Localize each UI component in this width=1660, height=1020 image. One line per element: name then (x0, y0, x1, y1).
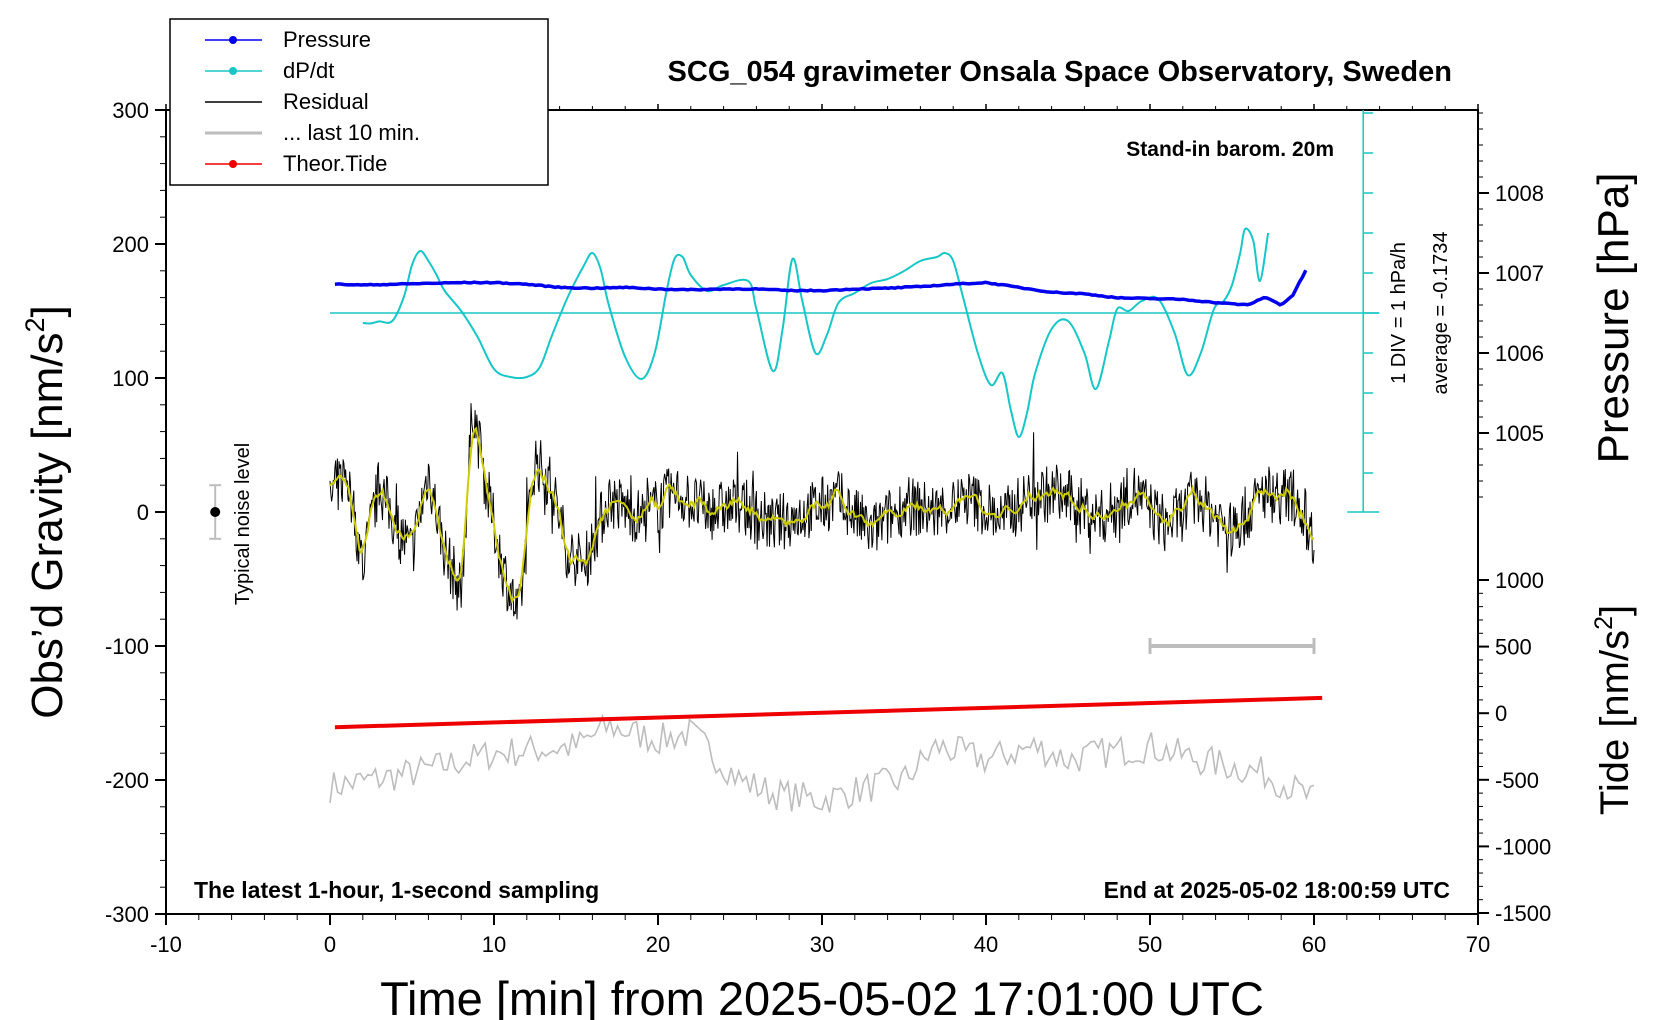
tide-axis-label: Tide [nm/s2] (1590, 605, 1637, 815)
tide-axis-label-sup: 2 (1590, 616, 1618, 630)
tide-axis-label-main: Tide [nm/s (1593, 630, 1637, 815)
pressure-tick-label: 1007 (1495, 261, 1544, 286)
barometer-note: Stand-in barom. 20m (1126, 138, 1334, 161)
legend-marker (229, 36, 237, 44)
axes-ticks: -10 0 10 20 30 40 50 60 703002001000-100-200-300… (105, 98, 1551, 957)
x-tick-label: 70 (1466, 932, 1490, 957)
pressure-tick-label: 1006 (1495, 341, 1544, 366)
legend: Pressure dP/dt Residual ... last 10 min. The… (169, 18, 549, 186)
y-tick-label: -100 (105, 634, 149, 659)
bottom-left-note: The latest 1-hour, 1-second sampling (194, 877, 599, 903)
y-tick-label: -200 (105, 768, 149, 793)
tide-tick-label: -1000 (1495, 834, 1551, 859)
tide-tick-label: 1000 (1495, 568, 1544, 593)
legend-label: Theor.Tide (283, 151, 387, 176)
pressure-tick-label: 1005 (1495, 421, 1544, 446)
bottom-right-note: End at 2025-05-02 18:00:59 UTC (1104, 877, 1450, 903)
pressure-tick-label: 1008 (1495, 181, 1544, 206)
dpdt-scale-label: 1 DIV = 1 hPa/h (1388, 242, 1410, 384)
chart-title: SCG_054 gravimeter Onsala Space Observat… (668, 56, 1452, 88)
noise-level-label: Typical noise level (232, 443, 254, 605)
pressure-line (334, 269, 1308, 307)
x-axis-label: Time [min] from 2025-05-02 17:01:00 UTC (380, 972, 1264, 1020)
series-layer (329, 227, 1323, 813)
dpdt-average-label: average = -0.1734 (1430, 232, 1452, 395)
legend-entries: Pressure dP/dt Residual ... last 10 min. The… (205, 27, 420, 176)
residual-smoothed-line (329, 426, 1315, 604)
legend-marker (229, 67, 237, 75)
tide-axis-label-end: ] (1593, 605, 1637, 616)
pressure-axis-label: Pressure [hPa] (1589, 172, 1638, 463)
y-axis-label-main: Obs’d Gravity [nm/s (23, 332, 72, 718)
legend-label: ... last 10 min. (283, 120, 420, 145)
y-tick-label: 0 (137, 500, 149, 525)
y-tick-label: -300 (105, 902, 149, 927)
tide-tick-label: -1500 (1495, 901, 1551, 926)
y-tick-label: 100 (112, 366, 149, 391)
x-tick-label: 50 (1138, 932, 1162, 957)
noise-bar-dot (210, 507, 221, 517)
x-tick-label: 40 (974, 932, 998, 957)
legend-label: dP/dt (283, 58, 334, 83)
tide-tick-label: -500 (1495, 768, 1539, 793)
y-axis-label-end: ] (23, 305, 72, 317)
y-axis-label: Obs’d Gravity [nm/s2] (20, 305, 72, 719)
y-axis-label-sup: 2 (20, 317, 50, 332)
last-10-min-line (329, 713, 1315, 813)
tide-tick-label: 500 (1495, 635, 1532, 660)
x-tick-label: 10 (482, 932, 506, 957)
tide-tick-label: 0 (1495, 701, 1507, 726)
x-tick-label: 60 (1302, 932, 1326, 957)
legend-label: Pressure (283, 27, 371, 52)
dpdt-line (362, 227, 1270, 438)
legend-marker (229, 160, 237, 168)
x-tick-label: -10 (150, 932, 182, 957)
x-tick-label: 0 (324, 932, 336, 957)
overlays-layer (209, 110, 1380, 654)
x-tick-label: 20 (646, 932, 670, 957)
y-tick-label: 200 (112, 232, 149, 257)
tide-line (334, 695, 1323, 730)
legend-label: Residual (283, 89, 369, 114)
x-tick-label: 30 (810, 932, 834, 957)
y-tick-label: 300 (112, 98, 149, 123)
